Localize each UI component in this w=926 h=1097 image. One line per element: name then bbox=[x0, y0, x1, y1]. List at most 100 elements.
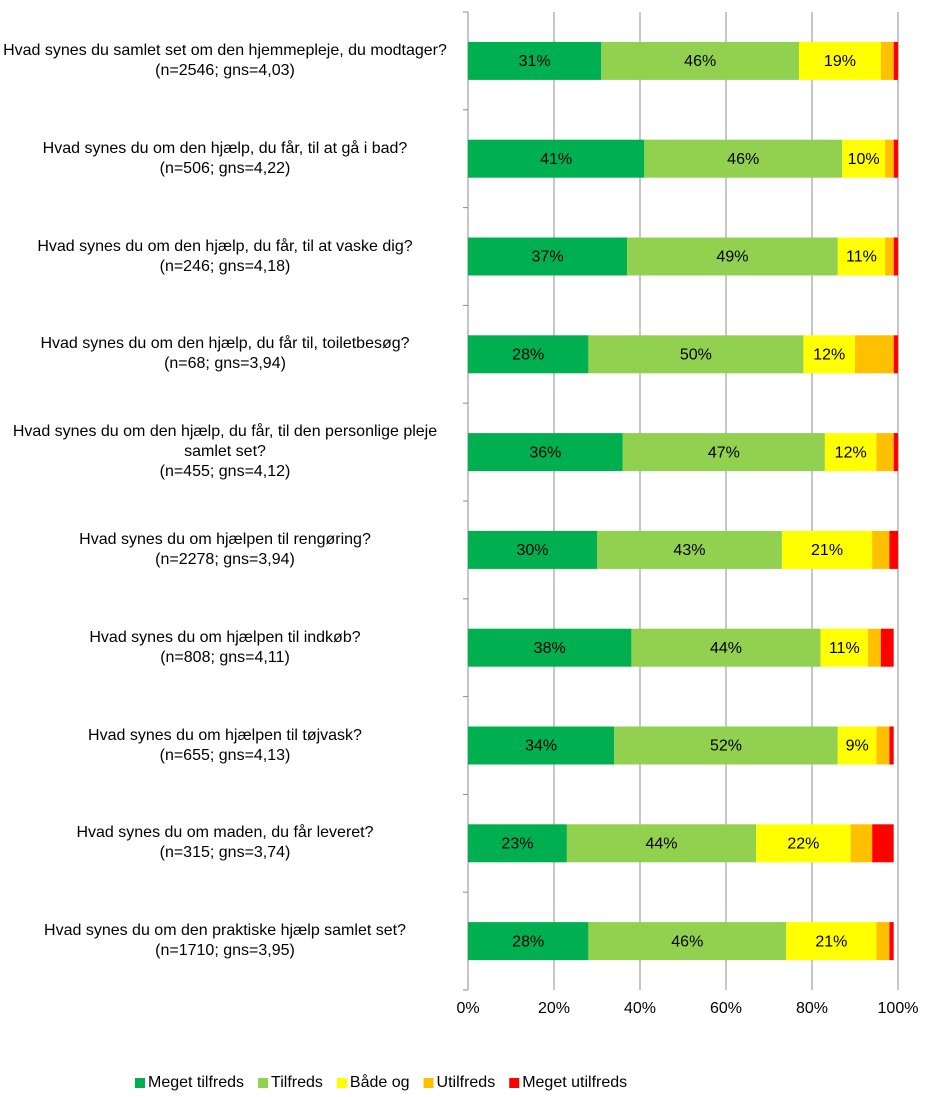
data-label: 12% bbox=[835, 444, 867, 461]
bar-segment bbox=[850, 824, 873, 863]
bar-segment bbox=[597, 530, 782, 569]
legend-label: Både og bbox=[350, 1073, 410, 1091]
data-label: 46% bbox=[671, 933, 703, 950]
y-tick-label: Hvad synes du om maden, du får leveret? … bbox=[76, 824, 374, 862]
bar-segment bbox=[893, 41, 898, 80]
data-label: 52% bbox=[710, 738, 742, 755]
bar-segment bbox=[837, 237, 886, 276]
data-label: 34% bbox=[525, 738, 557, 755]
bar-segment bbox=[885, 237, 894, 276]
bar-segment bbox=[803, 335, 855, 374]
bar-segment bbox=[893, 433, 898, 472]
bar-segment bbox=[468, 41, 602, 80]
data-label: 21% bbox=[811, 542, 843, 559]
bar-segment bbox=[855, 335, 894, 374]
legend-swatch bbox=[423, 1078, 434, 1088]
bar-segment bbox=[893, 335, 898, 374]
bar-segment bbox=[872, 530, 890, 569]
bar-segment bbox=[468, 922, 589, 961]
data-label: 31% bbox=[519, 53, 551, 70]
data-label: 50% bbox=[680, 347, 712, 364]
data-label: 11% bbox=[846, 249, 877, 266]
bar-segment bbox=[786, 922, 877, 961]
y-tick-label: Hvad synes du om hjælpen til tøjvask? (n… bbox=[88, 726, 362, 764]
data-label: 37% bbox=[532, 249, 564, 266]
legend-label: Meget tilfreds bbox=[148, 1074, 244, 1091]
x-tick-label: 20% bbox=[538, 1000, 570, 1017]
bar-segment bbox=[631, 628, 821, 667]
legend-swatch bbox=[509, 1078, 520, 1088]
data-label: 47% bbox=[708, 444, 740, 461]
bar-segment bbox=[837, 726, 877, 765]
data-label: 28% bbox=[512, 933, 544, 950]
y-tick-label: Hvad synes du om den hjælp, du får, til … bbox=[12, 423, 438, 481]
bar-segment bbox=[889, 530, 898, 569]
y-tick-label: Hvad synes du om den hjælp, du får, til … bbox=[42, 139, 408, 177]
x-tick-label: 0% bbox=[456, 1000, 479, 1017]
bar-segment bbox=[468, 530, 597, 569]
data-label: 23% bbox=[501, 836, 533, 853]
data-label: 10% bbox=[848, 151, 880, 168]
y-tick-label: Hvad synes du om den hjælp, du får, til … bbox=[37, 237, 413, 275]
legend-swatch bbox=[336, 1078, 347, 1088]
bar-segment bbox=[893, 237, 898, 276]
bar-segment bbox=[824, 433, 877, 472]
bar-segment bbox=[889, 922, 894, 961]
bar-segment bbox=[468, 726, 615, 765]
bar-segment bbox=[756, 824, 851, 863]
legend-swatch bbox=[258, 1078, 269, 1088]
data-label: 44% bbox=[710, 640, 742, 657]
data-label: 12% bbox=[813, 347, 845, 364]
bar-segment bbox=[468, 237, 628, 276]
bar-segment bbox=[468, 139, 645, 178]
bar-segment bbox=[468, 628, 632, 667]
bar-segment bbox=[820, 628, 868, 667]
bar-segment bbox=[876, 726, 890, 765]
bar-segment bbox=[872, 824, 894, 863]
data-label: 49% bbox=[716, 249, 748, 266]
bar-segment bbox=[614, 726, 838, 765]
bar-segment bbox=[588, 922, 787, 961]
bar-segment bbox=[627, 237, 838, 276]
bar-segment bbox=[893, 139, 898, 178]
data-label: 21% bbox=[815, 933, 847, 950]
bar-segment bbox=[468, 433, 623, 472]
data-label: 22% bbox=[787, 836, 819, 853]
y-tick-label: Hvad synes du om hjælpen til indkøb? (n=… bbox=[89, 628, 361, 666]
data-label: 38% bbox=[534, 640, 566, 657]
y-tick-label: Hvad synes du om hjælpen til rengøring? … bbox=[79, 530, 371, 568]
data-label: 36% bbox=[529, 444, 561, 461]
bar-segment bbox=[876, 433, 894, 472]
legend-label: Tilfreds bbox=[271, 1074, 323, 1091]
data-label: 9% bbox=[846, 738, 869, 755]
data-label: 43% bbox=[673, 542, 705, 559]
bar-segment bbox=[880, 628, 894, 667]
bar-segment bbox=[622, 433, 825, 472]
data-label: 46% bbox=[684, 53, 716, 70]
data-label: 41% bbox=[540, 151, 572, 168]
bar-segment bbox=[588, 335, 804, 374]
bar-segment bbox=[468, 335, 589, 374]
data-label: 30% bbox=[516, 542, 548, 559]
bar-segment bbox=[601, 41, 800, 80]
data-label: 11% bbox=[829, 640, 860, 657]
bar-segment bbox=[799, 41, 881, 80]
x-tick-label: 100% bbox=[878, 1000, 919, 1017]
x-tick-label: 60% bbox=[710, 1000, 742, 1017]
legend-label: Utilfreds bbox=[437, 1074, 496, 1091]
y-tick-label: Hvad synes du om den hjælp, du får til, … bbox=[40, 335, 410, 373]
bar-segment bbox=[781, 530, 873, 569]
bar-segment bbox=[842, 139, 886, 178]
bar-segment bbox=[566, 824, 757, 863]
x-tick-label: 80% bbox=[796, 1000, 828, 1017]
data-label: 44% bbox=[645, 836, 677, 853]
data-label: 19% bbox=[824, 53, 856, 70]
y-tick-label: Hvad synes du samlet set om den hjemmepl… bbox=[3, 41, 447, 79]
bar-segment bbox=[889, 726, 894, 765]
bar-segment bbox=[880, 41, 894, 80]
legend-label: Meget utilfreds bbox=[522, 1074, 627, 1091]
bar-segment bbox=[468, 824, 567, 863]
legend-swatch bbox=[135, 1078, 145, 1088]
